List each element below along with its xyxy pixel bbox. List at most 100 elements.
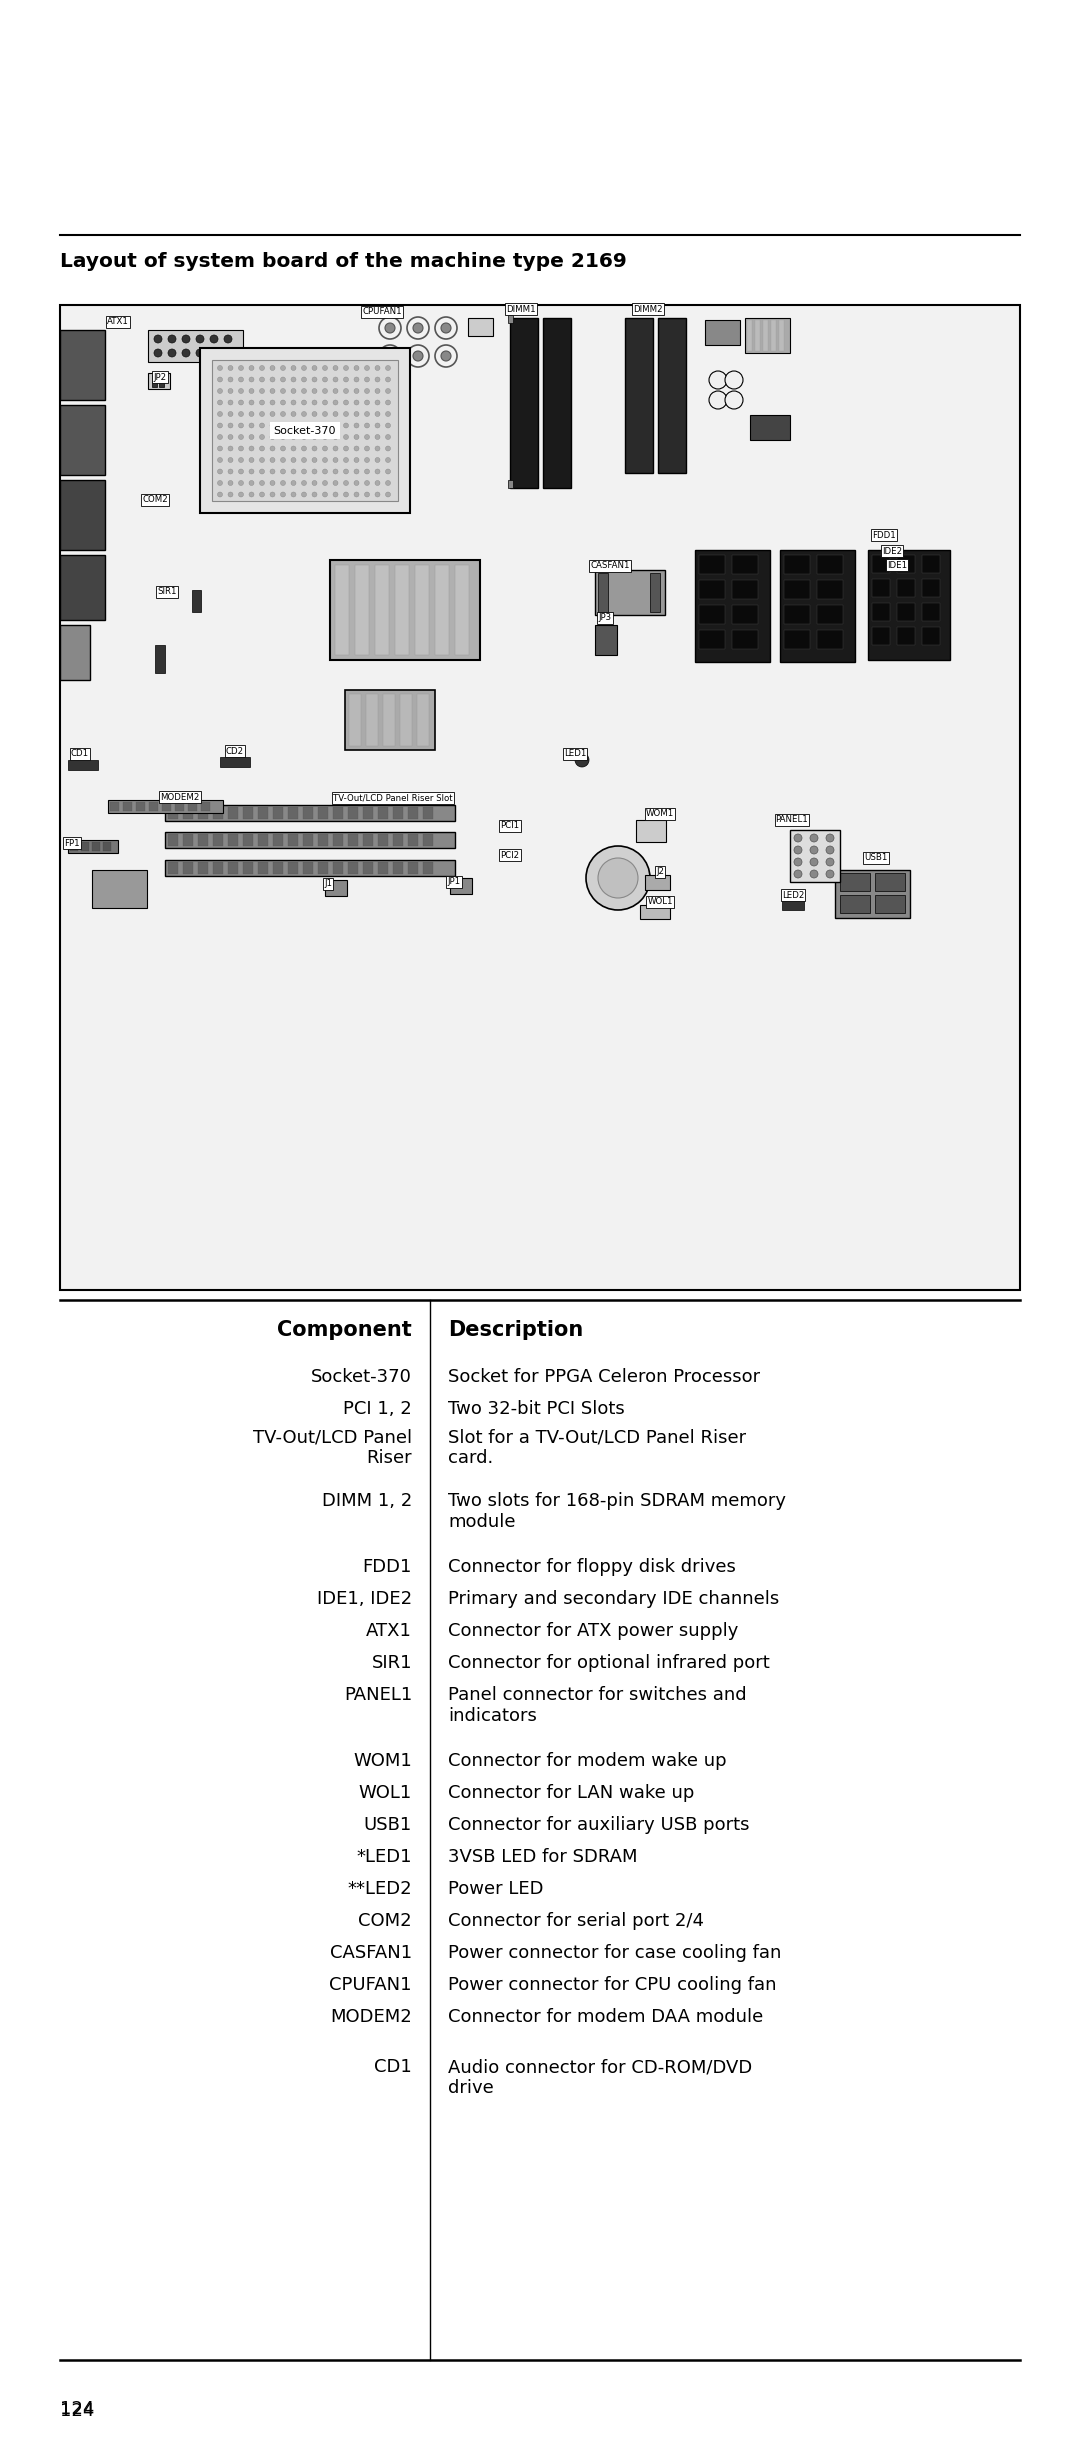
- Bar: [393, 808, 403, 820]
- Circle shape: [291, 458, 296, 463]
- Bar: [273, 862, 283, 874]
- Bar: [303, 808, 313, 820]
- Circle shape: [365, 470, 369, 475]
- Bar: [363, 862, 373, 874]
- Bar: [835, 869, 910, 918]
- Bar: [771, 321, 777, 350]
- Bar: [243, 862, 253, 874]
- Bar: [378, 862, 388, 874]
- Circle shape: [249, 433, 254, 441]
- Bar: [318, 835, 328, 847]
- Circle shape: [365, 492, 369, 497]
- Bar: [110, 803, 119, 810]
- Bar: [92, 842, 100, 852]
- Bar: [136, 803, 145, 810]
- Bar: [595, 624, 617, 656]
- Circle shape: [386, 492, 391, 497]
- Bar: [201, 803, 210, 810]
- Bar: [60, 480, 105, 551]
- Bar: [60, 306, 1020, 1290]
- Bar: [875, 896, 905, 913]
- Circle shape: [301, 458, 307, 463]
- Bar: [840, 896, 870, 913]
- Circle shape: [249, 470, 254, 475]
- Circle shape: [354, 480, 359, 485]
- Bar: [435, 565, 449, 656]
- Text: FDD1: FDD1: [873, 531, 896, 539]
- Circle shape: [312, 433, 318, 441]
- Text: Primary and secondary IDE channels: Primary and secondary IDE channels: [448, 1591, 780, 1608]
- Circle shape: [826, 847, 834, 854]
- Bar: [415, 565, 429, 656]
- Bar: [165, 859, 455, 876]
- Circle shape: [249, 424, 254, 428]
- Text: Connector for serial port 2/4: Connector for serial port 2/4: [448, 1912, 704, 1929]
- Bar: [243, 808, 253, 820]
- Circle shape: [333, 424, 338, 428]
- Circle shape: [281, 389, 285, 394]
- Circle shape: [343, 365, 349, 370]
- Circle shape: [217, 470, 222, 475]
- Circle shape: [375, 480, 380, 485]
- Circle shape: [239, 480, 243, 485]
- Text: Connector for LAN wake up: Connector for LAN wake up: [448, 1785, 694, 1802]
- Bar: [60, 556, 105, 619]
- Circle shape: [354, 389, 359, 394]
- Circle shape: [281, 470, 285, 475]
- Bar: [699, 629, 725, 649]
- Bar: [696, 551, 770, 661]
- Circle shape: [323, 458, 327, 463]
- Text: 124: 124: [60, 2399, 94, 2419]
- Circle shape: [301, 377, 307, 382]
- Bar: [303, 835, 313, 847]
- Circle shape: [354, 492, 359, 497]
- Circle shape: [281, 480, 285, 485]
- Circle shape: [259, 424, 265, 428]
- Text: FP1: FP1: [64, 840, 80, 847]
- Circle shape: [379, 316, 401, 338]
- Bar: [508, 480, 513, 487]
- Text: CD2: CD2: [226, 747, 244, 756]
- Circle shape: [291, 377, 296, 382]
- Bar: [228, 835, 238, 847]
- Bar: [148, 372, 170, 389]
- Bar: [423, 862, 433, 874]
- Bar: [400, 693, 411, 747]
- Bar: [784, 556, 810, 573]
- Text: Two slots for 168-pin SDRAM memory
module: Two slots for 168-pin SDRAM memory modul…: [448, 1491, 786, 1530]
- Text: Connector for modem wake up: Connector for modem wake up: [448, 1753, 727, 1770]
- Circle shape: [259, 377, 265, 382]
- Circle shape: [810, 847, 818, 854]
- Bar: [198, 808, 208, 820]
- Bar: [159, 375, 164, 387]
- Text: WOL1: WOL1: [647, 898, 673, 906]
- Circle shape: [343, 411, 349, 416]
- Circle shape: [333, 433, 338, 441]
- Circle shape: [598, 857, 638, 898]
- Circle shape: [291, 424, 296, 428]
- Text: TV-Out/LCD Panel Riser Slot: TV-Out/LCD Panel Riser Slot: [334, 793, 453, 803]
- Circle shape: [224, 335, 232, 343]
- Bar: [816, 605, 843, 624]
- Text: Socket for PPGA Celeron Processor: Socket for PPGA Celeron Processor: [448, 1368, 760, 1386]
- Circle shape: [333, 377, 338, 382]
- Bar: [747, 321, 752, 350]
- Text: MODEM2: MODEM2: [160, 793, 200, 800]
- Bar: [762, 321, 768, 350]
- Bar: [816, 580, 843, 600]
- Circle shape: [249, 458, 254, 463]
- Circle shape: [323, 389, 327, 394]
- Circle shape: [708, 392, 727, 409]
- Bar: [258, 835, 268, 847]
- Bar: [183, 835, 193, 847]
- Text: DIMM2: DIMM2: [633, 304, 663, 313]
- Circle shape: [810, 835, 818, 842]
- Text: LED1: LED1: [564, 749, 586, 759]
- Text: *LED1: *LED1: [356, 1848, 411, 1865]
- Circle shape: [386, 411, 391, 416]
- Circle shape: [323, 446, 327, 450]
- Bar: [423, 808, 433, 820]
- Text: Connector for auxiliary USB ports: Connector for auxiliary USB ports: [448, 1816, 750, 1834]
- Bar: [349, 693, 361, 747]
- Bar: [243, 835, 253, 847]
